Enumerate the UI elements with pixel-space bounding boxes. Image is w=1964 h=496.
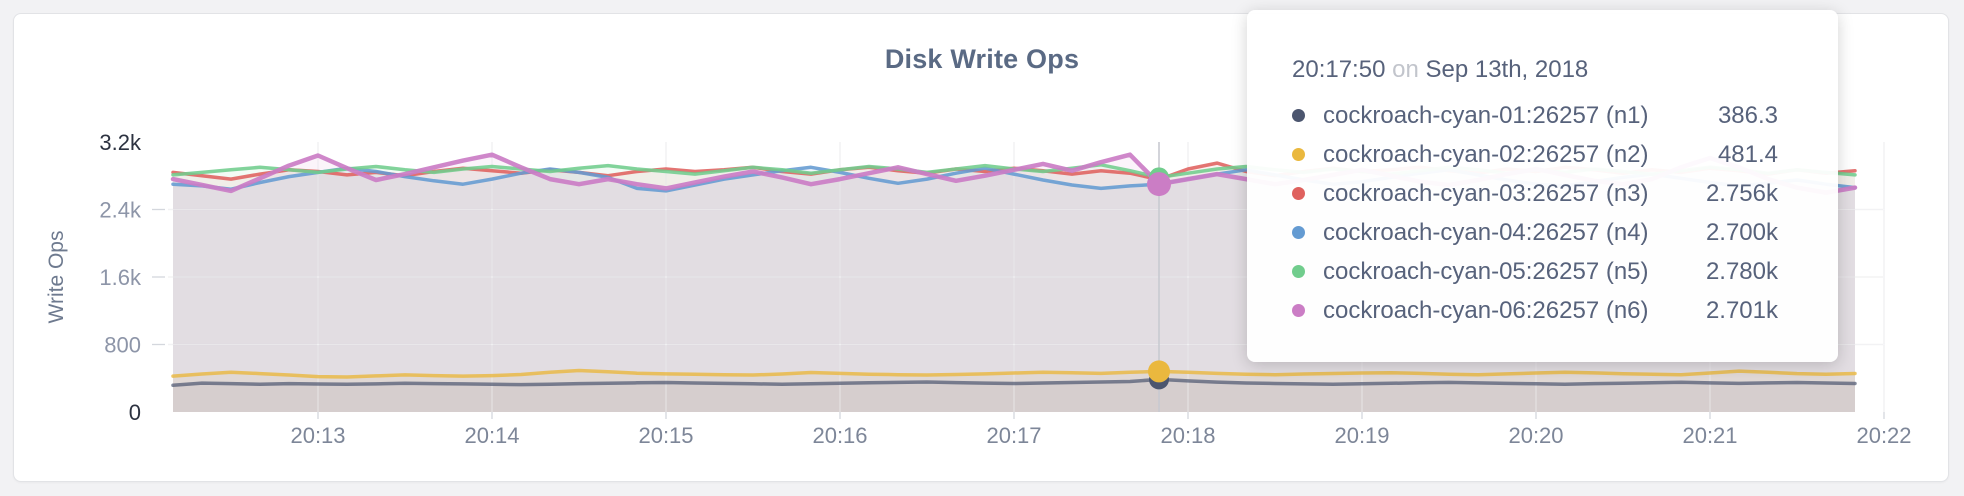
x-tick-label: 20:18 bbox=[1160, 423, 1215, 448]
y-tick-label: 0 bbox=[129, 400, 141, 425]
tooltip-series-row: cockroach-cyan-03:26257 (n3) 2.756k bbox=[1292, 174, 1778, 213]
tooltip-date: Sep 13th, 2018 bbox=[1425, 56, 1589, 83]
tooltip-time: 20:17:50 bbox=[1292, 56, 1386, 83]
series-value: 2.780k bbox=[1705, 257, 1778, 285]
series-value: 481.4 bbox=[1717, 140, 1778, 168]
series-line-n1 bbox=[171, 377, 1857, 387]
tooltip-series-row: cockroach-cyan-05:26257 (n5) 2.780k bbox=[1292, 252, 1778, 291]
series-line-n2 bbox=[171, 368, 1857, 379]
x-tick-label: 20:22 bbox=[1856, 423, 1911, 448]
tooltip-series-row: cockroach-cyan-01:26257 (n1) 386.3 bbox=[1292, 96, 1778, 135]
series-color-dot bbox=[1292, 265, 1305, 278]
tooltip-rows: cockroach-cyan-01:26257 (n1) 386.3 cockroa… bbox=[1292, 96, 1778, 330]
x-tick-label: 20:21 bbox=[1682, 423, 1737, 448]
x-tick-label: 20:13 bbox=[290, 423, 345, 448]
series-color-dot bbox=[1292, 187, 1305, 200]
tooltip-conjunction: on bbox=[1392, 56, 1419, 83]
series-label: cockroach-cyan-01:26257 (n1) bbox=[1323, 101, 1649, 129]
hover-dot-n2 bbox=[1148, 360, 1170, 383]
tooltip-series-row: cockroach-cyan-06:26257 (n6) 2.701k bbox=[1292, 291, 1778, 330]
series-value: 2.700k bbox=[1705, 218, 1778, 246]
series-value: 386.3 bbox=[1717, 101, 1778, 129]
y-tick-label: 3.2k bbox=[99, 130, 142, 155]
x-tick-label: 20:17 bbox=[986, 423, 1041, 448]
tooltip-series-row: cockroach-cyan-04:26257 (n4) 2.700k bbox=[1292, 213, 1778, 252]
series-label: cockroach-cyan-03:26257 (n3) bbox=[1323, 179, 1649, 207]
tooltip-series-row: cockroach-cyan-02:26257 (n2) 481.4 bbox=[1292, 135, 1778, 174]
series-value: 2.756k bbox=[1705, 179, 1778, 207]
series-label: cockroach-cyan-04:26257 (n4) bbox=[1323, 218, 1649, 246]
series-label: cockroach-cyan-05:26257 (n5) bbox=[1323, 257, 1649, 285]
series-color-dot bbox=[1292, 304, 1305, 317]
x-tick-label: 20:19 bbox=[1334, 423, 1389, 448]
series-color-dot bbox=[1292, 226, 1305, 239]
series-color-dot bbox=[1292, 148, 1305, 161]
x-tick-label: 20:15 bbox=[638, 423, 693, 448]
x-tick-label: 20:16 bbox=[812, 423, 867, 448]
series-value: 2.701k bbox=[1705, 296, 1778, 324]
series-label: cockroach-cyan-02:26257 (n2) bbox=[1323, 140, 1649, 168]
hover-dot-n6 bbox=[1147, 172, 1171, 197]
series-color-dot bbox=[1292, 109, 1305, 122]
y-tick-label: 800 bbox=[104, 333, 141, 358]
y-tick-label: 2.4k bbox=[99, 198, 142, 223]
y-tick-label: 1.6k bbox=[99, 265, 142, 290]
chart-title: Disk Write Ops bbox=[884, 44, 1080, 74]
x-tick-label: 20:20 bbox=[1508, 423, 1563, 448]
tooltip-header: 20:17:50 on Sep 13th, 2018 bbox=[1292, 56, 1778, 84]
series-label: cockroach-cyan-06:26257 (n6) bbox=[1323, 296, 1649, 324]
chart-tooltip: 20:17:50 on Sep 13th, 2018 cockroach-cya… bbox=[1247, 10, 1838, 362]
x-tick-label: 20:14 bbox=[464, 423, 519, 448]
